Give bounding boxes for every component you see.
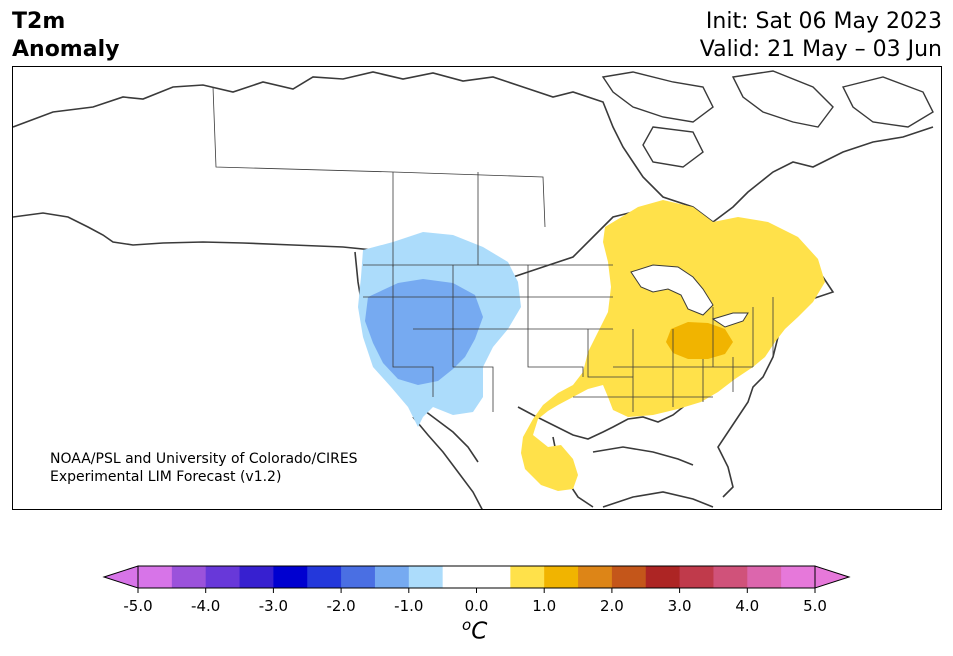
arctic-islands [601, 70, 934, 168]
map-credit: NOAA/PSL and University of Colorado/CIRE… [50, 450, 358, 486]
colorbar-tick-label: 1.0 [532, 597, 556, 615]
colorbar-segment [239, 566, 274, 588]
colorbar-segment [578, 566, 613, 588]
colorbar-tick-label: 4.0 [735, 597, 759, 615]
colorbar-segment [273, 566, 308, 588]
anomaly-fills [358, 200, 825, 491]
map-canvas [13, 70, 934, 509]
colorbar-segment [645, 566, 681, 588]
colorbar-segment [442, 566, 477, 588]
cool-anomaly-medium [365, 279, 483, 385]
colorbar-segment [510, 566, 545, 588]
colorbar-tick-label: 3.0 [668, 597, 692, 615]
colorbar-tick-label: -2.0 [326, 597, 355, 615]
colorbar-over-arrow [814, 565, 851, 589]
colorbar-tick-label: -3.0 [259, 597, 288, 615]
colorbar-segments [138, 566, 816, 588]
credit-line-2: Experimental LIM Forecast (v1.2) [50, 469, 282, 485]
colorbar-tick-label: -5.0 [123, 597, 152, 615]
political-borders [212, 86, 774, 412]
credit-line-1: NOAA/PSL and University of Colorado/CIRE… [50, 451, 358, 467]
colorbar-segment [205, 566, 241, 588]
colorbar-under-arrow [102, 565, 139, 589]
colorbar-frame [137, 565, 816, 589]
title-variable: T2m [12, 9, 66, 34]
colorbar-segment [374, 566, 410, 588]
lake-erie [711, 312, 749, 328]
colorbar-segment [713, 566, 748, 588]
unit-base: C [471, 618, 488, 645]
colorbar-segment [307, 566, 342, 588]
colorbar-segment [747, 566, 782, 588]
colorbar-unit: oC [462, 616, 487, 645]
colorbar-segment [341, 566, 376, 588]
warm-anomaly-medium [666, 322, 733, 359]
map-title: T2m Anomaly [12, 8, 119, 64]
colorbar-tick-label: 0.0 [465, 597, 489, 615]
colorbar-segment [171, 566, 207, 588]
colorbar-tick-label: -4.0 [191, 597, 220, 615]
colorbar-segment [138, 566, 173, 588]
colorbar-ticks: -5.0 -4.0 -3.0 -2.0 -1.0 0.0 1.0 2.0 3.0 4.0 5.0 [123, 588, 827, 615]
unit-superscript: o [462, 616, 472, 634]
great-lakes [630, 264, 714, 316]
title-type: Anomaly [12, 37, 120, 62]
forecast-dates: Init: Sat 06 May 2023 Valid: 21 May – 03… [700, 8, 942, 64]
colorbar-segment [408, 566, 444, 588]
init-date: Init: Sat 06 May 2023 [705, 9, 942, 34]
colorbar-tick-label: -1.0 [394, 597, 423, 615]
valid-period: Valid: 21 May – 03 Jun [699, 37, 942, 62]
colorbar-segment [679, 566, 714, 588]
anomaly-map: NOAA/PSL and University of Colorado/CIRE… [12, 66, 942, 510]
colorbar-segment [476, 566, 511, 588]
colorbar-segment [544, 566, 579, 588]
colorbar-segment [611, 566, 647, 588]
colorbar-segment [781, 566, 816, 588]
colorbar-tick-label: 2.0 [600, 597, 624, 615]
colorbar-tick-label: 5.0 [803, 597, 827, 615]
